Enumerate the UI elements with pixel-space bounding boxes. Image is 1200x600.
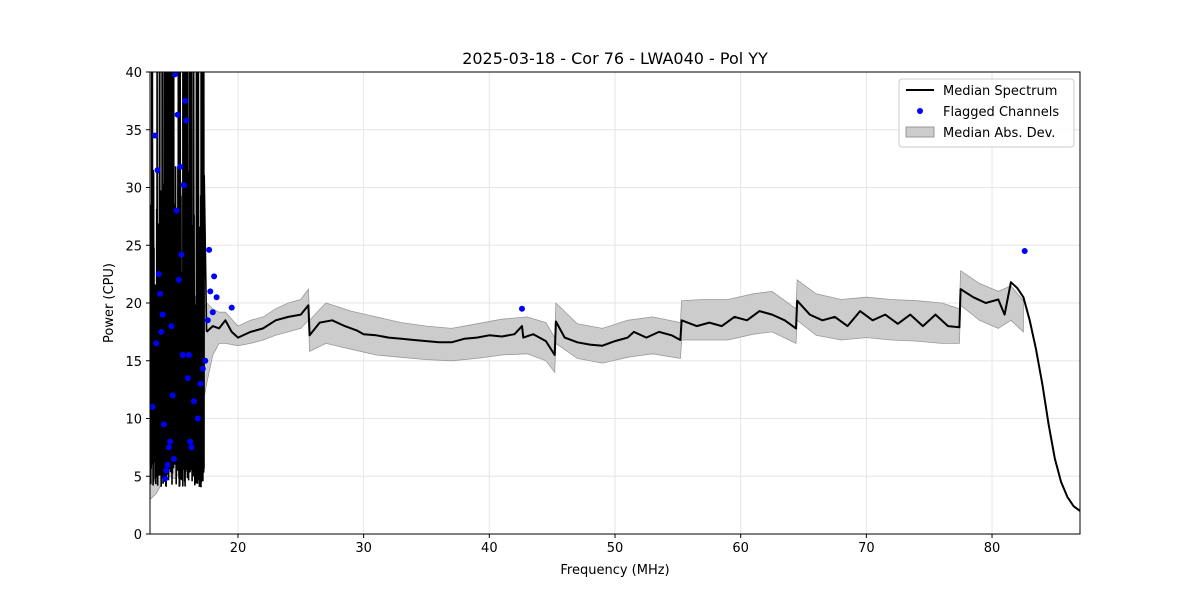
y-tick-label: 0 <box>134 528 142 543</box>
legend: Median Spectrum Flagged Channels Median … <box>898 78 1075 148</box>
flagged-point <box>202 357 209 364</box>
flagged-point <box>152 132 158 139</box>
flagged-point <box>213 294 220 301</box>
flagged-point <box>180 182 187 189</box>
flagged-point <box>228 304 235 311</box>
flagged-point <box>197 380 204 387</box>
x-tick-label: 40 <box>481 541 498 556</box>
flagged-point <box>186 352 192 358</box>
y-tick-label: 10 <box>125 413 142 428</box>
flagged-point <box>199 365 206 372</box>
flagged-point <box>187 438 194 445</box>
flagged-point <box>177 163 184 170</box>
flagged-point <box>206 246 213 253</box>
legend-mad-label: Median Abs. Dev. <box>943 126 1055 141</box>
x-tick-label: 50 <box>607 541 624 556</box>
y-tick-label: 40 <box>125 66 142 81</box>
flagged-point <box>183 117 190 124</box>
flagged-point <box>169 392 176 399</box>
x-axis-label: Frequency (MHz) <box>560 563 669 578</box>
flagged-point <box>170 455 177 462</box>
mad-band-layer <box>150 269 1024 500</box>
flagged-point <box>172 72 179 78</box>
x-tick-label: 80 <box>984 541 1001 556</box>
x-tick-label: 70 <box>858 541 875 556</box>
flagged-point <box>163 467 170 474</box>
flagged-point <box>150 403 156 410</box>
rfi-spikes <box>150 72 208 488</box>
median-spectrum-line <box>205 281 1080 512</box>
flagged-point <box>164 461 171 468</box>
y-tick-label: 20 <box>125 297 142 312</box>
flagged-point <box>159 311 166 318</box>
legend-flagged-swatch <box>917 108 923 114</box>
legend-median-label: Median Spectrum <box>943 84 1057 99</box>
flagged-point <box>173 207 180 214</box>
median-line-layer <box>150 72 1080 512</box>
flagged-point <box>191 398 197 405</box>
y-tick-label: 5 <box>134 470 142 485</box>
flagged-point <box>153 340 160 347</box>
legend-box <box>898 78 1075 148</box>
flagged-point <box>162 475 169 482</box>
flagged-point <box>174 111 181 118</box>
x-tick-label: 30 <box>355 541 372 556</box>
y-tick-label: 35 <box>125 124 142 139</box>
y-tick-label: 25 <box>125 239 142 254</box>
chart-title: 2025-03-18 - Cor 76 - LWA040 - Pol YY <box>462 49 768 68</box>
legend-flagged-label: Flagged Channels <box>943 105 1059 120</box>
y-axis-label: Power (CPU) <box>102 263 117 343</box>
y-tick-label: 15 <box>125 355 142 370</box>
flagged-point <box>157 290 164 297</box>
flagged-point <box>182 97 189 104</box>
flagged-point <box>188 444 195 451</box>
y-tick-label: 30 <box>125 182 142 197</box>
legend-mad-swatch <box>905 126 935 138</box>
flagged-point <box>158 328 165 335</box>
flagged-point <box>194 415 201 422</box>
flagged-point <box>209 309 216 316</box>
flagged-point <box>155 271 162 278</box>
flagged-points-layer <box>150 72 1028 482</box>
x-tick-label: 60 <box>732 541 749 556</box>
flagged-point <box>168 323 175 330</box>
flagged-point <box>211 273 218 280</box>
flagged-point <box>1021 248 1028 254</box>
flagged-point <box>154 167 161 174</box>
flagged-point <box>179 352 186 358</box>
flagged-point <box>175 276 182 283</box>
flagged-point <box>204 317 211 324</box>
flagged-point <box>178 251 185 258</box>
flagged-point <box>184 375 191 382</box>
flagged-point <box>167 438 174 445</box>
flagged-point <box>519 305 525 312</box>
mad-band <box>150 269 1024 500</box>
x-tick-label: 20 <box>230 541 247 556</box>
flagged-point <box>207 288 214 295</box>
axis-ticks: 20 30 40 50 60 70 80 0 5 10 15 20 25 30 35 40 <box>125 66 1000 556</box>
flagged-point <box>160 421 167 428</box>
flagged-point <box>165 444 172 451</box>
